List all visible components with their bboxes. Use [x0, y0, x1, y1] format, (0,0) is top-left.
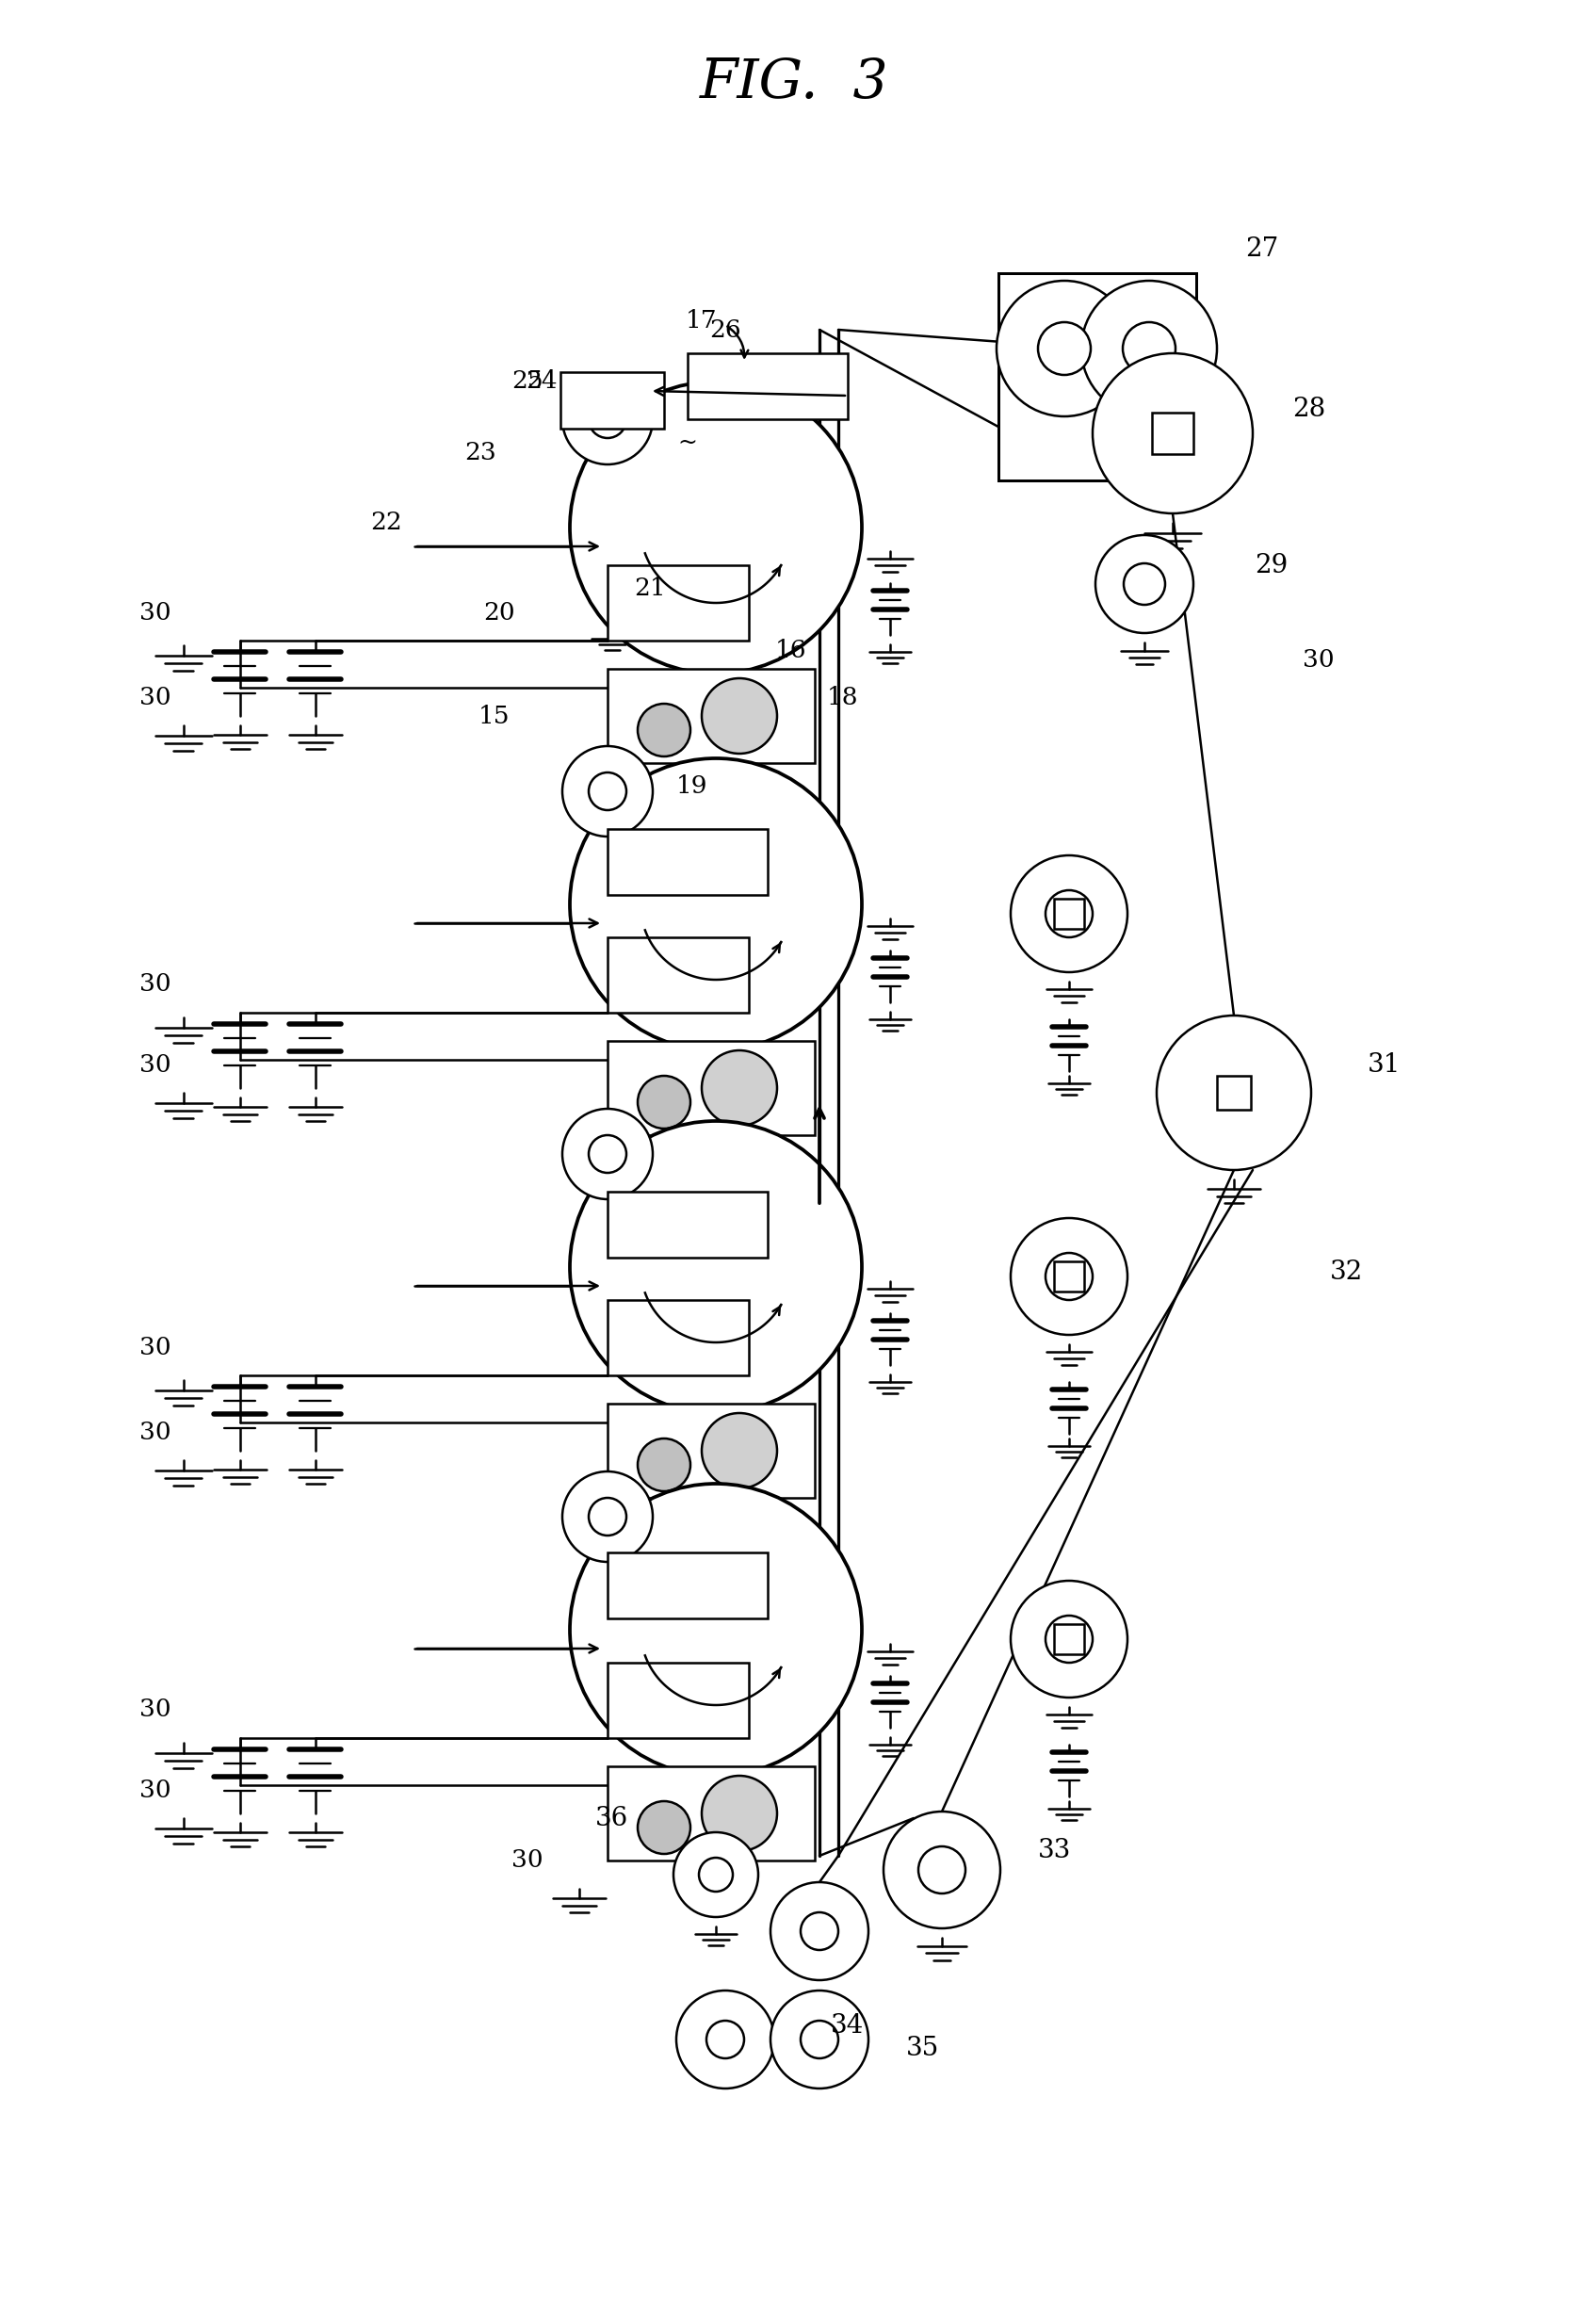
Circle shape [570, 1483, 861, 1776]
Circle shape [996, 281, 1133, 416]
Text: 17: 17 [686, 309, 718, 332]
Circle shape [801, 2020, 839, 2059]
Circle shape [588, 400, 626, 437]
Circle shape [563, 746, 653, 837]
Text: 26: 26 [709, 318, 740, 342]
Circle shape [702, 1776, 777, 1852]
Bar [607, 669, 815, 762]
Bar [607, 1299, 748, 1376]
Circle shape [1095, 535, 1193, 632]
Text: 34: 34 [831, 2013, 864, 2038]
Bar [998, 274, 1197, 481]
Circle shape [570, 381, 861, 674]
Text: 30: 30 [140, 686, 172, 709]
Circle shape [1011, 1218, 1128, 1334]
Circle shape [1123, 562, 1165, 604]
Text: 36: 36 [596, 1806, 629, 1831]
Text: ~: ~ [679, 432, 698, 453]
Bar [607, 1192, 767, 1257]
Bar [1152, 414, 1193, 453]
Text: 30: 30 [140, 600, 172, 625]
Circle shape [637, 1076, 690, 1129]
Circle shape [918, 1845, 966, 1894]
Text: 20: 20 [483, 600, 515, 625]
Bar [607, 1766, 815, 1862]
Text: 31: 31 [1368, 1053, 1401, 1078]
Text: 28: 28 [1293, 397, 1325, 423]
Circle shape [702, 1413, 777, 1487]
Bar [688, 353, 847, 418]
Text: 29: 29 [1255, 553, 1289, 579]
Circle shape [699, 1857, 733, 1892]
Text: 23: 23 [464, 442, 496, 465]
Text: 16: 16 [775, 639, 807, 662]
Circle shape [1093, 353, 1252, 514]
Text: 30: 30 [140, 1053, 172, 1076]
Circle shape [637, 1801, 690, 1855]
Circle shape [1038, 323, 1090, 374]
Circle shape [883, 1810, 1001, 1929]
Circle shape [588, 1134, 626, 1174]
Circle shape [563, 374, 653, 465]
Text: 25: 25 [512, 370, 543, 393]
Text: 19: 19 [677, 774, 709, 799]
Text: 30: 30 [140, 1420, 172, 1443]
Text: 30: 30 [512, 1850, 543, 1873]
Circle shape [801, 1913, 839, 1950]
Circle shape [674, 1831, 758, 1917]
Text: 30: 30 [140, 1778, 172, 1801]
Circle shape [570, 1120, 861, 1413]
Text: 30: 30 [140, 974, 172, 997]
Bar [607, 937, 748, 1013]
Text: 24: 24 [526, 370, 558, 393]
Bar [1054, 899, 1084, 930]
Bar [607, 1552, 767, 1618]
Circle shape [702, 1050, 777, 1125]
Text: 33: 33 [1038, 1838, 1071, 1864]
Text: 18: 18 [828, 686, 858, 709]
Text: FIG.  3: FIG. 3 [699, 56, 888, 109]
Circle shape [1046, 890, 1093, 937]
Circle shape [637, 1439, 690, 1492]
Text: 15: 15 [478, 704, 510, 727]
Circle shape [677, 1992, 774, 2089]
Bar [607, 1041, 815, 1134]
Circle shape [588, 1499, 626, 1536]
Text: 30: 30 [1303, 648, 1335, 672]
Bar [1054, 1262, 1084, 1292]
Text: 27: 27 [1246, 237, 1279, 263]
Circle shape [1011, 855, 1128, 971]
Circle shape [1123, 323, 1176, 374]
Text: 32: 32 [1330, 1260, 1363, 1285]
Circle shape [702, 679, 777, 753]
Circle shape [1081, 281, 1217, 416]
Circle shape [563, 1109, 653, 1199]
Circle shape [563, 1471, 653, 1562]
Bar [1217, 1076, 1251, 1111]
Circle shape [707, 2020, 744, 2059]
Circle shape [1046, 1615, 1093, 1662]
Circle shape [1157, 1016, 1311, 1169]
Circle shape [771, 1882, 869, 1980]
Text: 30: 30 [140, 1336, 172, 1360]
Circle shape [588, 772, 626, 811]
Text: 30: 30 [140, 1699, 172, 1722]
Bar [607, 1404, 815, 1499]
Bar [607, 830, 767, 895]
Bar [561, 372, 664, 428]
Circle shape [771, 1992, 869, 2089]
Text: 35: 35 [906, 2036, 939, 2061]
Circle shape [637, 704, 690, 755]
Circle shape [1011, 1580, 1128, 1697]
Circle shape [1046, 1253, 1093, 1299]
Text: 22: 22 [370, 511, 402, 535]
Bar [607, 1662, 748, 1738]
Circle shape [570, 758, 861, 1050]
Bar [1054, 1624, 1084, 1655]
Text: 21: 21 [634, 576, 666, 600]
Bar [607, 565, 748, 641]
